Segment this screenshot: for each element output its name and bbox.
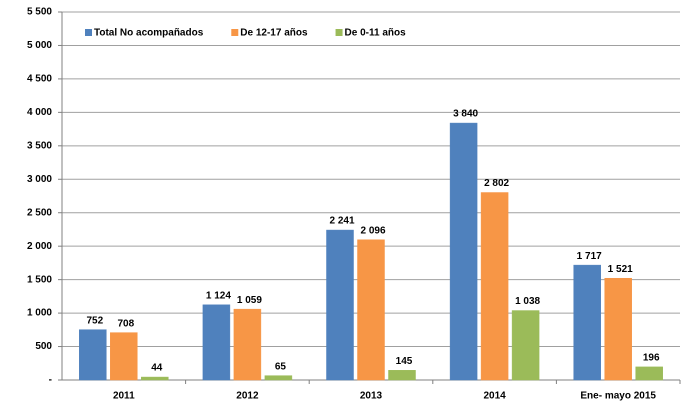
y-tick-label: 3 500 bbox=[27, 140, 52, 151]
bar bbox=[480, 192, 509, 381]
y-tick-label: 4 500 bbox=[27, 74, 52, 85]
value-label: 145 bbox=[396, 356, 413, 367]
value-label: 2 096 bbox=[360, 225, 385, 236]
bar bbox=[264, 375, 293, 381]
legend-swatch bbox=[335, 29, 343, 36]
x-tick-label: 2013 bbox=[360, 391, 383, 402]
bar bbox=[357, 239, 385, 381]
bar bbox=[79, 329, 107, 381]
bar bbox=[604, 277, 632, 381]
value-label: 752 bbox=[86, 315, 103, 326]
value-label: 44 bbox=[151, 363, 163, 374]
bar bbox=[141, 376, 169, 381]
y-tick-label: 1 500 bbox=[27, 274, 52, 285]
y-tick-label: 3 000 bbox=[27, 174, 52, 185]
y-tick-label: 1 000 bbox=[27, 308, 52, 319]
y-tick-label: 5 000 bbox=[27, 40, 52, 51]
y-tick-label: 4 000 bbox=[27, 107, 52, 118]
legend-label: De 0-11 años bbox=[345, 28, 407, 39]
bar bbox=[635, 366, 663, 381]
bar bbox=[233, 308, 262, 381]
x-tick-label: 2012 bbox=[236, 391, 259, 402]
y-tick-label: 500 bbox=[35, 341, 52, 352]
y-tick-label: 5 500 bbox=[27, 7, 52, 18]
x-tick-label: 2014 bbox=[483, 391, 506, 402]
legend-label: De 12-17 años bbox=[240, 28, 308, 39]
value-label: 1 059 bbox=[237, 295, 262, 306]
value-label: 1 717 bbox=[577, 251, 602, 262]
y-tick-label: 2 500 bbox=[27, 207, 52, 218]
value-label: 708 bbox=[117, 318, 134, 329]
x-tick-label: 2011 bbox=[113, 391, 135, 402]
value-label: 1 038 bbox=[515, 296, 540, 307]
y-tick-label: 2 000 bbox=[27, 241, 52, 252]
value-label: 2 241 bbox=[329, 216, 354, 227]
bar bbox=[388, 370, 416, 381]
bar bbox=[449, 122, 478, 381]
value-label: 196 bbox=[643, 353, 660, 364]
bar bbox=[202, 304, 231, 381]
value-label: 1 124 bbox=[206, 290, 231, 301]
bar bbox=[573, 264, 601, 381]
legend-swatch bbox=[85, 29, 92, 36]
value-label: 2 802 bbox=[484, 178, 509, 189]
bar bbox=[511, 310, 540, 381]
value-label: 65 bbox=[275, 361, 287, 372]
x-tick-label: Ene- mayo 2015 bbox=[580, 391, 656, 402]
bar bbox=[326, 229, 354, 381]
y-tick-label: - bbox=[49, 375, 52, 386]
legend-label: Total No acompañados bbox=[94, 28, 204, 39]
value-label: 1 521 bbox=[608, 264, 633, 275]
legend-swatch bbox=[231, 29, 239, 36]
bar bbox=[110, 332, 138, 381]
value-label: 3 840 bbox=[453, 109, 478, 120]
